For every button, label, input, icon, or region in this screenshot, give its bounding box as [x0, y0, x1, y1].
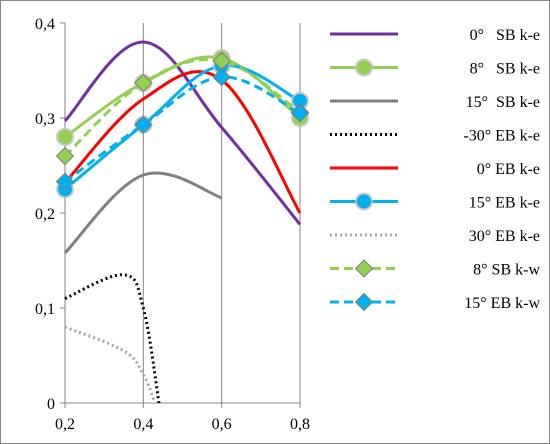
data-point: [58, 130, 72, 144]
x-tick-label: 0,2: [55, 416, 75, 433]
legend-label: 30° EB k-e: [469, 228, 540, 245]
data-point: [134, 115, 153, 134]
series-line: [63, 70, 302, 214]
series-3: [64, 273, 161, 404]
data-point: [290, 104, 310, 123]
legend-label: 15° SB k-e: [466, 94, 540, 111]
series-line: [64, 325, 157, 404]
series-line: [64, 273, 161, 404]
series-line: [64, 75, 301, 183]
x-tick-label: 0,4: [133, 416, 153, 433]
series-6: [64, 325, 157, 404]
data-point: [212, 67, 231, 87]
series-line: [63, 40, 302, 226]
data-point: [55, 172, 75, 191]
legend-marker: [357, 60, 371, 75]
tick-labels: 0 0,1 0,2 0,3 0,4 0,2 0,4 0,6 0,8: [35, 16, 310, 433]
legend-entry: 15° EB k-e: [330, 192, 540, 212]
y-tick-label: 0,1: [35, 301, 55, 318]
y-tick-label: 0,3: [35, 111, 55, 128]
legend-label: 0° SB k-e: [470, 27, 540, 44]
series-2: [63, 171, 223, 254]
series-4: [63, 70, 302, 214]
legend-marker: [354, 292, 374, 312]
legend-label: 8° SB k-e: [470, 61, 540, 78]
series-group: [55, 40, 310, 404]
legend-marker: [357, 194, 371, 209]
legend-entry: 0° EB k-e: [330, 161, 540, 178]
series-line: [64, 64, 301, 191]
x-tick-label: 0,6: [212, 416, 232, 433]
legend-entry: 30° EB k-e: [330, 228, 540, 245]
legend-entry: 15° SB k-e: [330, 94, 540, 111]
legend-entry: -30° EB k-e: [330, 128, 540, 145]
y-tick-label: 0,4: [35, 16, 55, 33]
x-tick-label: 0,8: [290, 416, 310, 433]
series-8: [55, 67, 310, 191]
series-0: [63, 40, 302, 226]
legend-label: 8° SB k-w: [473, 262, 540, 279]
data-point: [293, 93, 307, 108]
legend-label: 15° EB k-e: [469, 195, 540, 212]
legend-entry: 8° SB k-e: [330, 58, 540, 78]
legend-label: -30° EB k-e: [463, 128, 540, 145]
data-point: [134, 73, 153, 93]
legend-entry: 8° SB k-w: [330, 259, 540, 279]
data-point: [212, 51, 231, 71]
legend: 0° SB k-e 8° SB k-e 15° SB k-e -30° EB k-e 0…: [330, 27, 540, 312]
series-line: [63, 171, 223, 254]
legend-marker: [354, 259, 374, 278]
y-tick-label: 0,2: [35, 206, 55, 223]
legend-label: 0° EB k-e: [477, 161, 540, 178]
legend-label: 15° EB k-w: [464, 295, 540, 312]
series-7: [55, 51, 310, 166]
legend-entry: 15° EB k-w: [330, 292, 540, 312]
y-tick-label: 0: [47, 396, 55, 413]
data-point: [55, 146, 75, 166]
legend-entry: 0° SB k-e: [330, 27, 540, 44]
series-line: [63, 58, 301, 158]
axes: [60, 22, 301, 408]
